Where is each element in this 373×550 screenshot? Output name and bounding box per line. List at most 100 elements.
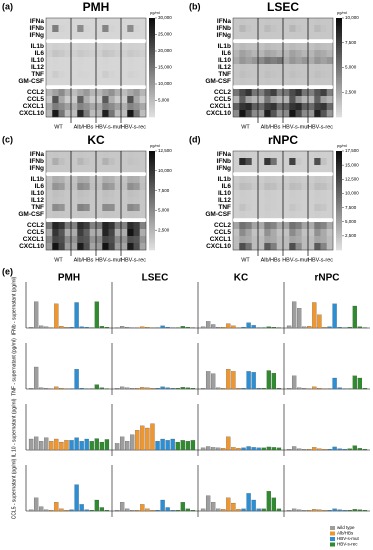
bar	[317, 509, 322, 512]
heatmap-cell	[83, 57, 90, 65]
heatmap-cell	[96, 89, 103, 97]
heatmap-cell	[233, 71, 240, 79]
heatmap-cell	[289, 32, 296, 40]
bar	[291, 446, 297, 451]
group-label: Alb/HBs	[74, 257, 94, 263]
row-label: IL10	[31, 190, 44, 197]
heatmap-cell	[295, 204, 302, 212]
bar	[241, 508, 246, 512]
heatmap-cell	[320, 211, 327, 219]
heatmap-cell	[139, 165, 147, 173]
heatmap-cell	[64, 78, 72, 86]
heatmap-cell	[127, 151, 134, 159]
heatmap-cell	[139, 236, 147, 244]
colorbar-step	[336, 60, 342, 63]
heatmap-cell	[133, 78, 140, 86]
bar	[276, 388, 282, 390]
bar	[114, 510, 120, 512]
heatmap-cell	[127, 78, 134, 86]
heatmap-cell	[89, 25, 97, 33]
heatmap-cell	[102, 57, 109, 65]
colorbar-step	[336, 79, 342, 83]
heatmap-cell	[326, 158, 334, 166]
bar	[231, 325, 236, 329]
heatmap-cell	[251, 236, 259, 244]
heatmap-cell	[121, 103, 128, 111]
colorbar-step	[336, 190, 342, 194]
bar	[104, 327, 110, 329]
heatmap-cell	[52, 110, 59, 118]
bar	[84, 327, 89, 329]
heatmap-cell	[64, 18, 72, 26]
colorbar-tick-label: 7,500	[158, 188, 170, 193]
heatmap-cell	[239, 176, 246, 184]
heatmap-cell	[46, 222, 53, 230]
heatmap-cell	[102, 243, 109, 251]
heatmap-cell	[289, 43, 296, 51]
colorbar-step	[336, 178, 342, 181]
heatmap-cell	[102, 71, 109, 79]
heatmap-cell	[283, 43, 290, 51]
group-label: HBV-s-rec	[121, 257, 146, 263]
heatmap-cell	[276, 103, 284, 111]
colorbar-step	[336, 69, 342, 73]
heatmap-cell	[245, 190, 252, 198]
heatmap-cell	[276, 197, 284, 205]
row-label: IL10	[218, 57, 231, 64]
colorbar-step	[149, 183, 155, 186]
heatmap-cell	[270, 158, 277, 166]
heatmap-cell	[264, 211, 271, 219]
heatmap-cell	[77, 43, 84, 51]
heatmap-cell	[289, 204, 296, 212]
heatmap-cell	[133, 57, 140, 65]
heatmap-cell	[245, 197, 252, 205]
heatmap-cell	[239, 110, 246, 118]
row-label: CCL2	[27, 222, 44, 229]
bar	[79, 326, 84, 329]
heatmap-cell	[233, 103, 240, 111]
heatmap-cell	[239, 96, 246, 104]
heatmap-cell	[108, 229, 115, 237]
heatmap-cell	[245, 57, 252, 65]
bar	[79, 441, 84, 451]
heatmap-cell	[289, 158, 296, 166]
heatmap-cell	[251, 71, 259, 79]
bar	[347, 327, 352, 329]
heatmap-cell	[276, 165, 284, 173]
colorbar-step	[149, 245, 155, 248]
heatmap-cell	[139, 96, 147, 104]
heatmap-cell	[89, 18, 97, 26]
heatmap-cell	[58, 110, 65, 118]
heatmap-cell	[233, 204, 240, 212]
heatmap-cell	[283, 197, 290, 205]
bar	[190, 440, 196, 451]
heatmap-cell	[52, 43, 59, 51]
heatmap-cell	[83, 78, 90, 86]
colorbar-step	[336, 165, 342, 169]
heatmap-cell	[301, 57, 309, 65]
heatmap-cell	[239, 103, 246, 111]
bar	[312, 509, 317, 512]
heatmap-cell	[89, 197, 97, 205]
heatmap-cell	[102, 236, 109, 244]
colorbar-step	[336, 57, 342, 61]
bar	[59, 388, 64, 390]
heatmap-cell	[258, 197, 265, 205]
heatmap-cell	[264, 190, 271, 198]
heatmap-cell	[108, 64, 115, 72]
heatmap-cell	[64, 165, 72, 173]
bar	[39, 325, 44, 329]
heatmap-cell	[251, 158, 259, 166]
row-label: CCL5	[27, 229, 44, 236]
bar	[44, 326, 49, 329]
heatmap-cell	[326, 57, 334, 65]
heatmap-cell	[251, 165, 259, 173]
colorbar-step	[149, 242, 155, 246]
heatmap-cell	[233, 50, 240, 58]
heatmap-cell	[283, 64, 290, 72]
heatmap-cell	[276, 110, 284, 118]
heatmap-cell	[58, 32, 65, 40]
colorbar-tick-label: 7,500	[345, 205, 357, 210]
heatmap-cell	[276, 50, 284, 58]
colorbar-step	[149, 165, 155, 169]
